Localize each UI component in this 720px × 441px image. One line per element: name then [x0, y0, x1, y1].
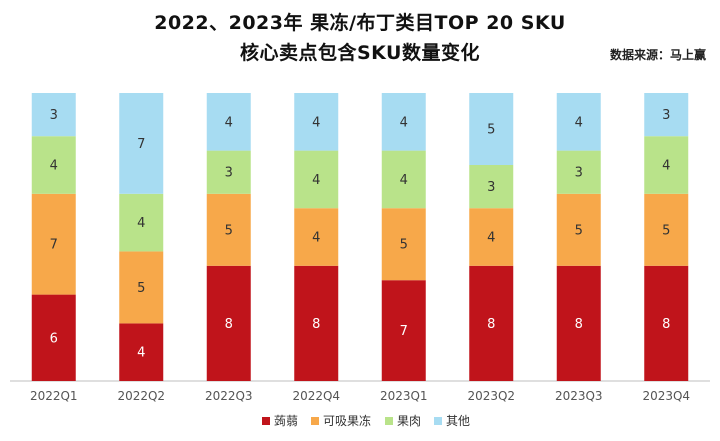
data-label: 8 [312, 317, 320, 332]
data-label: 5 [137, 281, 145, 296]
bar-segment [469, 265, 514, 381]
chart-title-line-2: 核心卖点包含SKU数量变化 [239, 42, 480, 64]
data-label: 4 [400, 173, 408, 188]
data-label: 6 [50, 331, 58, 346]
bar-segment [381, 93, 426, 151]
data-label: 5 [662, 223, 670, 238]
bar-segment [381, 208, 426, 281]
bar-segment [119, 93, 164, 194]
legend-swatch [262, 417, 270, 425]
data-label: 4 [662, 159, 670, 174]
data-source-note: 数据来源：马上赢 [609, 48, 706, 62]
bar-segment [469, 93, 514, 165]
data-label: 5 [400, 238, 408, 253]
bar-segment [644, 136, 689, 194]
bar-segment [556, 93, 601, 151]
x-tick-label: 2022Q2 [117, 389, 165, 403]
data-label: 4 [50, 159, 58, 174]
x-tick-label: 2022Q3 [205, 389, 253, 403]
x-tick-label: 2023Q1 [380, 389, 428, 403]
bar-segment [119, 193, 164, 252]
bar-segment [644, 93, 689, 137]
bar-segment [206, 150, 251, 194]
bar-segment [119, 251, 164, 324]
data-label: 4 [400, 115, 408, 130]
data-label: 3 [225, 166, 233, 181]
bar-segment [31, 193, 76, 295]
bar-segment [31, 294, 76, 381]
x-tick-label: 2023Q4 [642, 389, 690, 403]
legend-label: 其他 [446, 414, 470, 428]
data-label: 4 [487, 231, 495, 246]
bar-segment [381, 150, 426, 209]
data-label: 8 [662, 317, 670, 332]
data-label: 5 [575, 223, 583, 238]
data-label: 3 [575, 166, 583, 181]
bar-segment [294, 93, 339, 151]
bar-segment [294, 150, 339, 209]
legend-swatch [434, 417, 442, 425]
data-label: 7 [137, 137, 145, 152]
bar-segment [294, 208, 339, 266]
data-label: 4 [312, 173, 320, 188]
bar-segment [556, 150, 601, 194]
data-label: 8 [575, 317, 583, 332]
bar-segment [31, 136, 76, 194]
bar-segment [644, 265, 689, 381]
data-label: 3 [662, 108, 670, 123]
bar-segment [31, 93, 76, 137]
x-tick-label: 2023Q3 [555, 389, 603, 403]
bar-segment [644, 193, 689, 266]
bar-segment [556, 193, 601, 266]
data-label: 5 [487, 123, 495, 138]
data-label: 4 [312, 115, 320, 130]
legend-label: 蒟蒻 [274, 414, 298, 428]
data-label: 4 [137, 216, 145, 231]
data-label: 4 [137, 346, 145, 361]
data-label: 8 [487, 317, 495, 332]
bar-segment [206, 265, 251, 381]
legend-label: 可吸果冻 [323, 413, 371, 428]
bar-segment [206, 193, 251, 266]
data-label: 4 [575, 115, 583, 130]
data-label: 8 [225, 317, 233, 332]
data-label: 7 [50, 238, 58, 253]
bar-segment [469, 165, 514, 209]
x-tick-label: 2023Q2 [467, 389, 515, 403]
data-label: 7 [400, 324, 408, 339]
data-label: 3 [487, 180, 495, 195]
bar-segment [381, 280, 426, 381]
bar-segment [556, 265, 601, 381]
data-label: 5 [225, 223, 233, 238]
bar-segment [469, 208, 514, 266]
x-tick-label: 2022Q4 [292, 389, 340, 403]
chart-title-line-1: 2022、2023年 果冻/布丁类目TOP 20 SKU [154, 12, 566, 34]
legend-swatch [311, 417, 319, 425]
bar-segment [294, 265, 339, 381]
bar-segment [206, 93, 251, 151]
x-tick-label: 2022Q1 [30, 389, 78, 403]
bar-segment [119, 323, 164, 381]
legend-label: 果肉 [397, 414, 421, 428]
data-label: 4 [225, 115, 233, 130]
data-label: 4 [312, 231, 320, 246]
legend-swatch [385, 417, 393, 425]
data-label: 3 [50, 108, 58, 123]
